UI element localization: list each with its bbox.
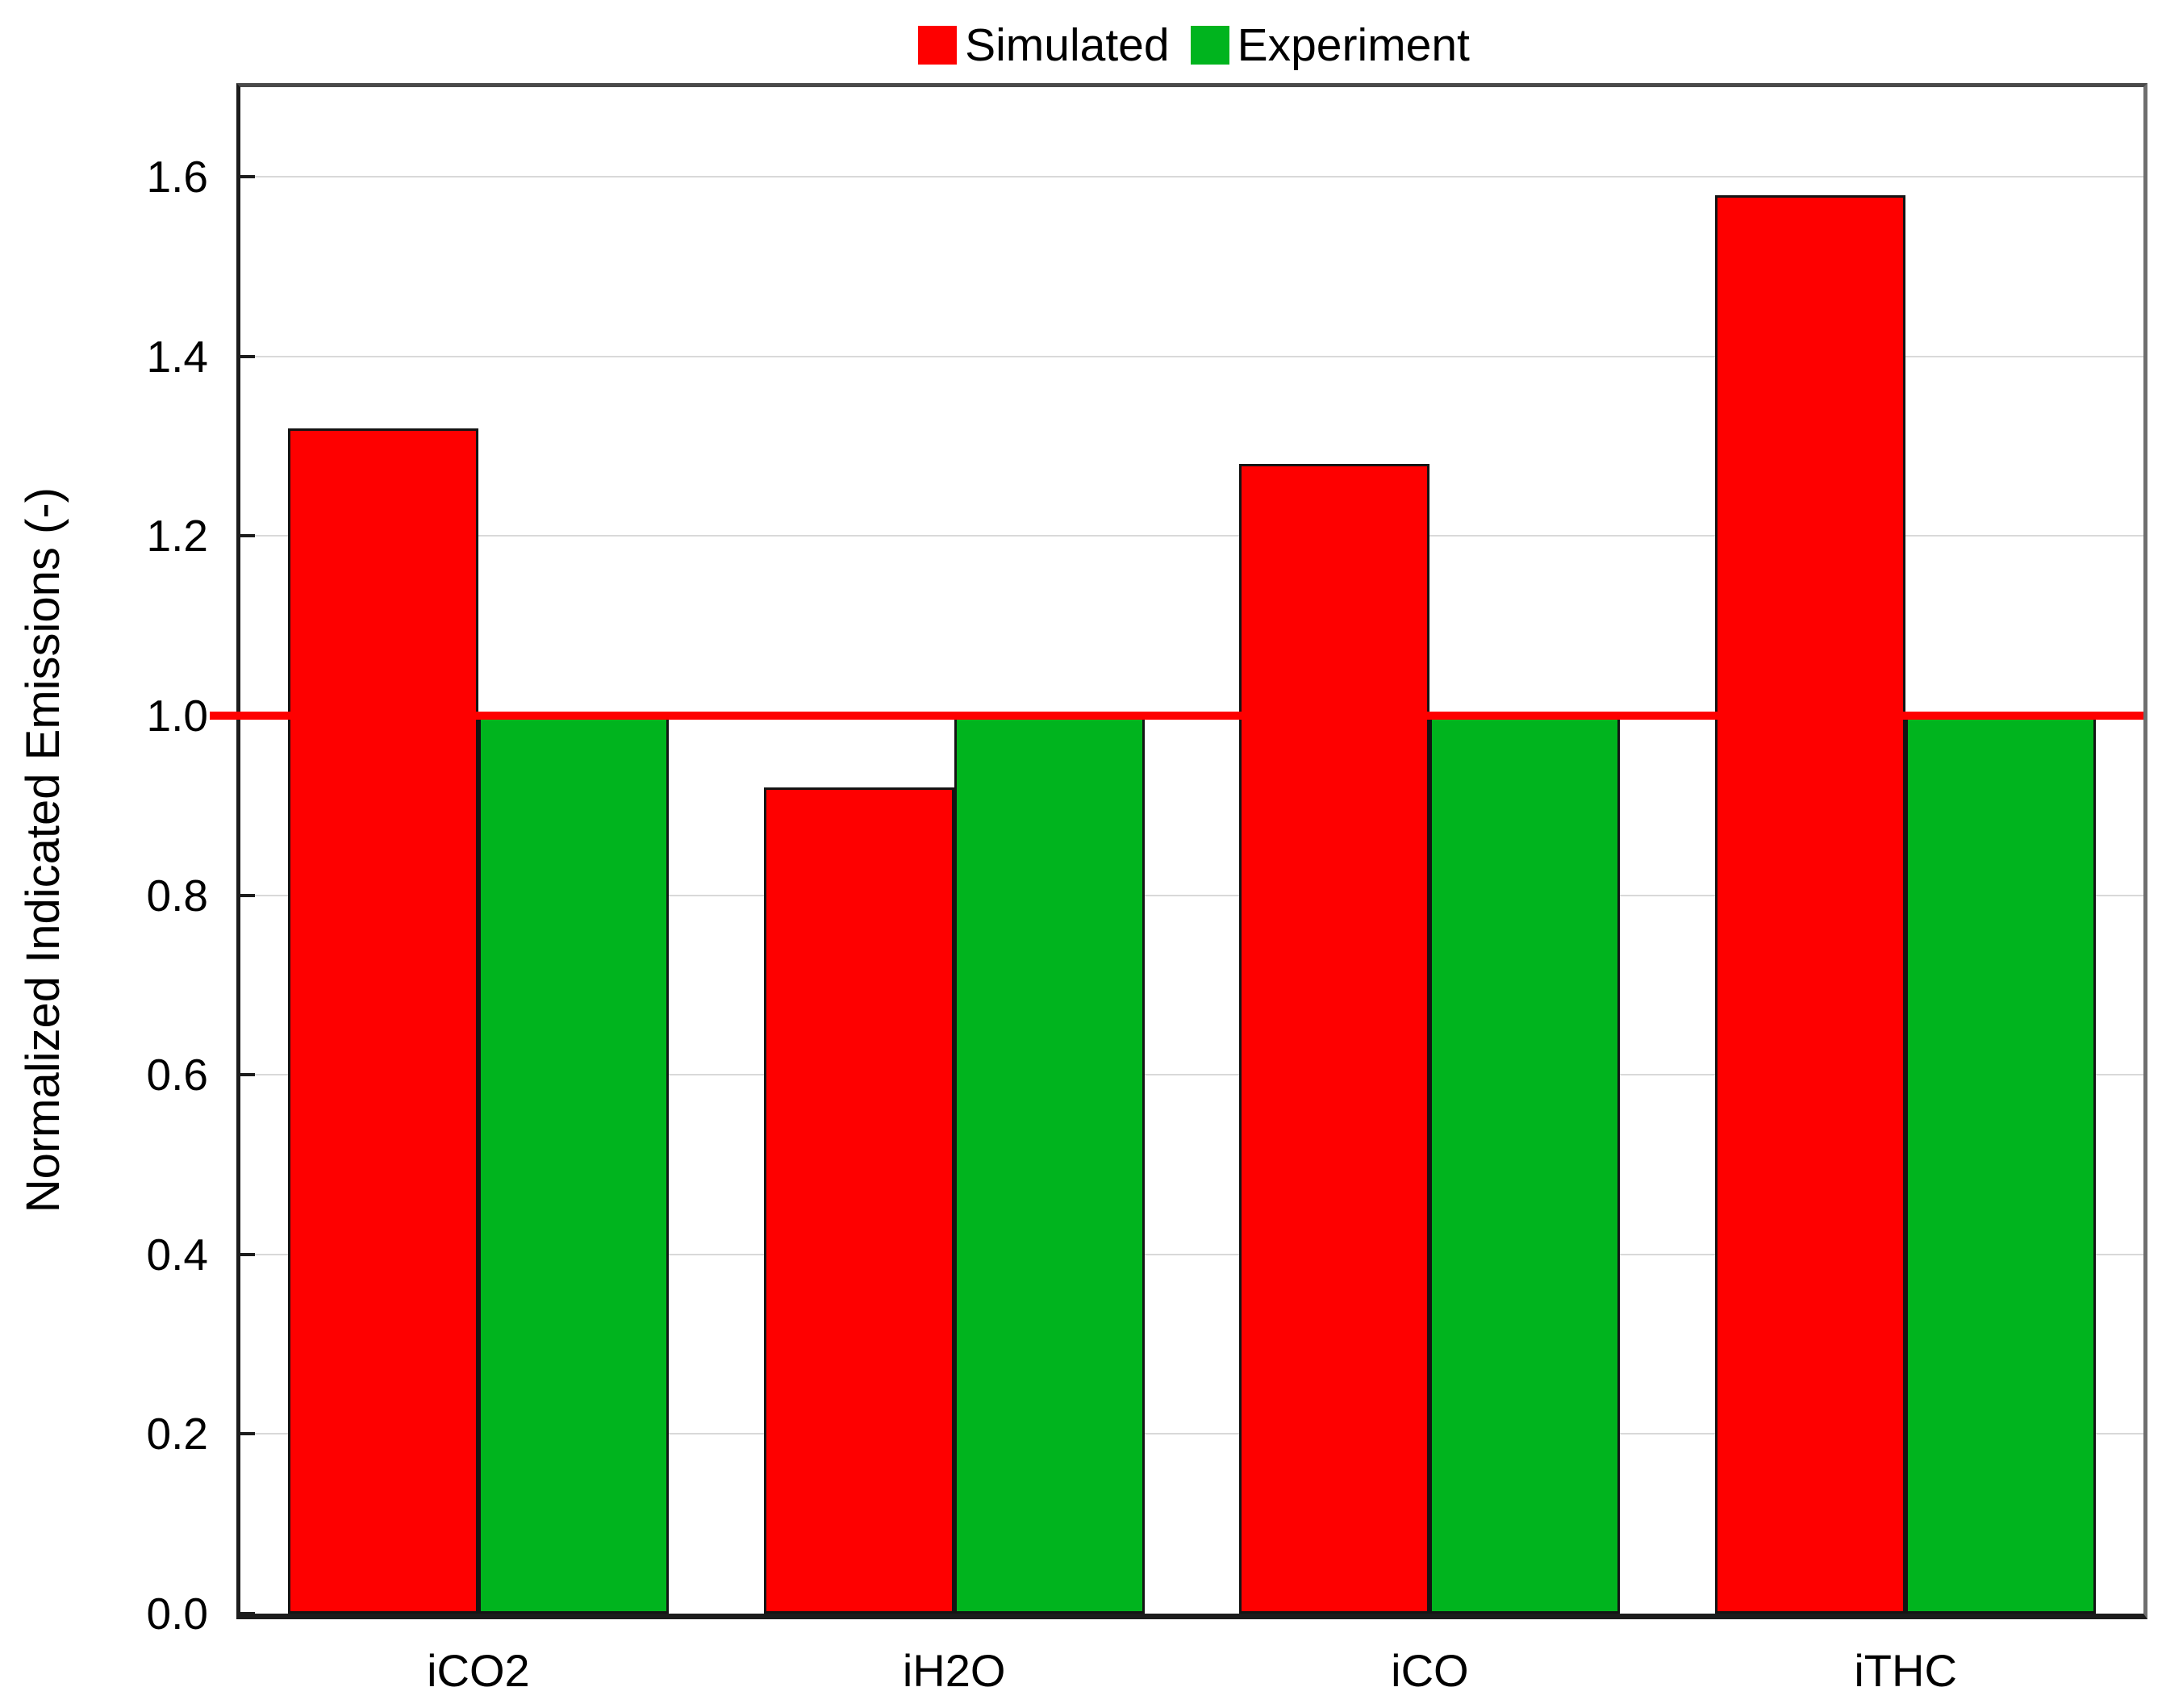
x-label-iCO2: iCO2 [427,1645,530,1696]
x-label-iH2O: iH2O [902,1645,1006,1696]
bar-experiment-iH2O [954,716,1145,1614]
legend-item-experiment: Experiment [1190,19,1470,71]
plot-area: 0.0 0.2 0.4 0.6 0.8 1.0 1.2 1.4 1.6 iCO2 iH2O iCO iT… [147,83,2147,1696]
y-tick-label: 1.0 [146,691,208,741]
y-tick-label: 0.2 [146,1409,208,1460]
y-tick-label: 0.4 [146,1229,208,1280]
y-tick [240,893,255,897]
gridline [240,355,2143,357]
y-tick-label: 0.6 [146,1050,208,1100]
bar-simulated-iCO2 [287,428,478,1614]
x-label-iCO: iCO [1391,1645,1469,1696]
y-tick [240,1432,255,1436]
reference-line [210,712,2143,720]
legend-label-simulated: Simulated [965,19,1170,71]
y-axis-title-container: Normalized Indicated Emissions (-) [6,83,79,1618]
bar-experiment-iTHC [1905,716,2097,1614]
y-tick-label: 0.0 [146,1589,208,1639]
gridline [240,1433,2143,1435]
y-tick-label: 0.8 [146,870,208,921]
y-tick-label: 1.2 [146,511,208,562]
y-tick [240,175,255,179]
gridline [240,176,2143,178]
bar-experiment-iCO2 [478,716,669,1614]
y-tick [240,534,255,538]
legend-label-experiment: Experiment [1237,19,1470,71]
legend-swatch-simulated-icon [918,26,958,65]
y-axis-title: Normalized Indicated Emissions (-) [16,487,69,1213]
bar-simulated-iTHC [1715,194,1906,1614]
y-tick [240,1073,255,1077]
gridline [240,1074,2143,1076]
y-tick [240,1252,255,1256]
legend-item-simulated: Simulated [918,19,1170,71]
y-tick [240,354,255,358]
bar-experiment-iCO [1430,716,1621,1614]
x-label-iTHC: iTHC [1854,1645,1957,1696]
bar-simulated-iH2O [763,787,954,1614]
legend-swatch-experiment-icon [1190,26,1229,65]
y-tick [240,1612,255,1615]
gridline [240,894,2143,896]
gridline [240,535,2143,537]
y-tick-label: 1.6 [146,152,208,203]
y-tick-label: 1.4 [146,331,208,382]
bar-simulated-iCO [1239,464,1430,1614]
gridline [240,1253,2143,1255]
legend: Simulated Experiment [113,21,2162,69]
